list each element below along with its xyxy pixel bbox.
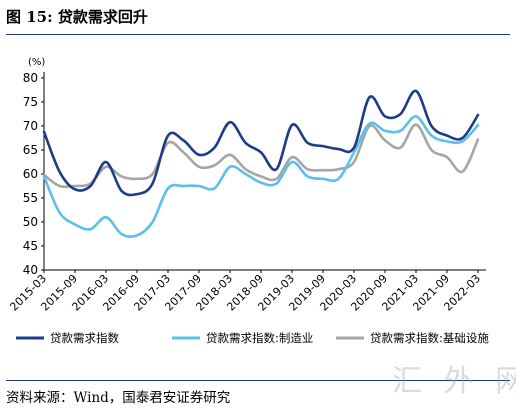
y-tick-label: 65 xyxy=(23,143,38,157)
y-unit-label: (%) xyxy=(28,57,45,68)
y-tick-label: 60 xyxy=(23,167,38,181)
watermark: 汇 外 网 xyxy=(392,364,516,399)
legend-label-1: 贷款需求指数:制造业 xyxy=(206,331,313,345)
y-tick-label: 50 xyxy=(23,215,38,229)
series-line-1 xyxy=(42,115,480,238)
y-tick-label: 55 xyxy=(23,191,38,205)
chart-axes: 4045505560657075802015-032015-092016-032… xyxy=(7,71,486,314)
figure-title: 图 15: 贷款需求回升 xyxy=(6,8,148,26)
title-underline xyxy=(6,34,510,35)
y-tick-label: 70 xyxy=(23,119,38,133)
loan-demand-line-chart: (%) 4045505560657075802015-032015-092016… xyxy=(7,57,489,345)
series-line-0 xyxy=(42,89,480,197)
y-tick-label: 40 xyxy=(23,263,38,277)
source-divider xyxy=(6,380,510,381)
source-note: 资料来源：Wind，国泰君安证券研究 xyxy=(6,390,231,406)
chart-series xyxy=(42,89,480,238)
y-tick-label: 75 xyxy=(23,95,38,109)
legend-label-0: 贷款需求指数 xyxy=(50,331,119,345)
legend-label-2: 贷款需求指数:基础设施 xyxy=(370,331,489,345)
chart-legend: 贷款需求指数 贷款需求指数:制造业 贷款需求指数:基础设施 xyxy=(16,331,489,345)
y-tick-label: 45 xyxy=(23,239,38,253)
series-line-2 xyxy=(42,123,480,189)
y-tick-label: 80 xyxy=(23,71,38,85)
